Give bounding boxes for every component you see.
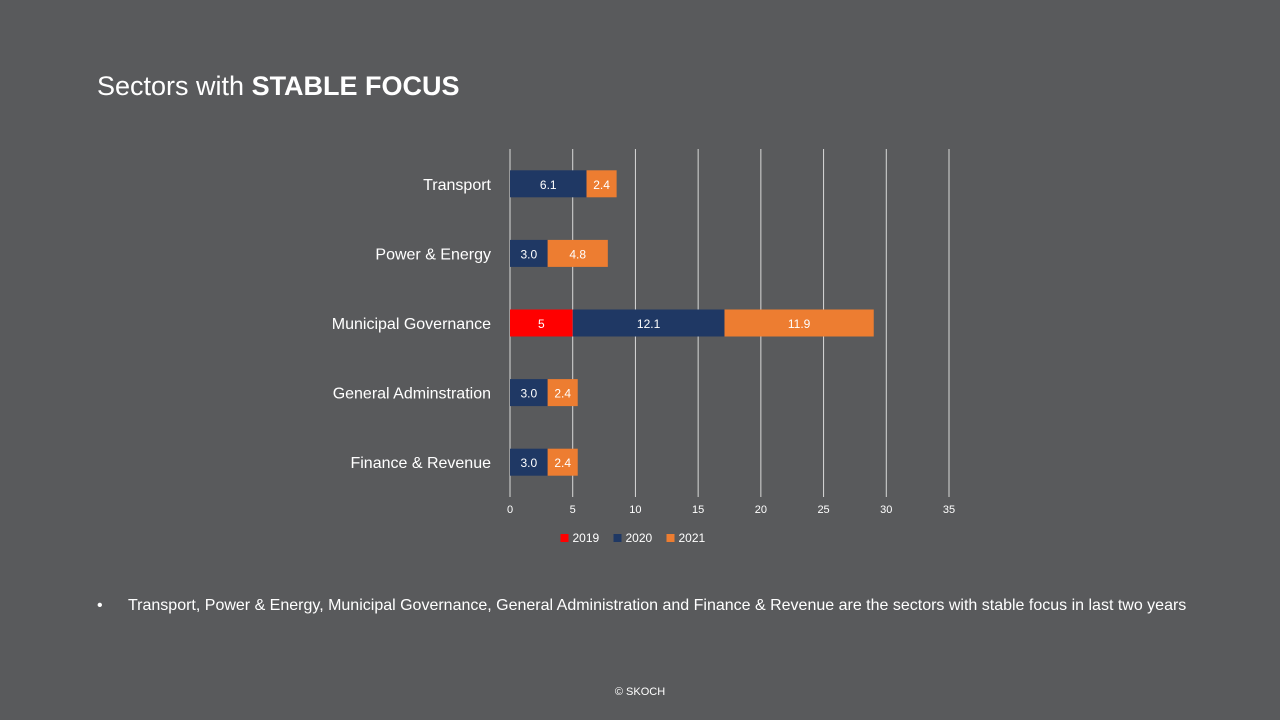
category-label: Municipal Governance — [332, 316, 491, 333]
bar-segment-2020 — [510, 170, 587, 198]
bar-segment-2020 — [510, 379, 548, 407]
chart-x-tick-labels: 0 5 10 15 20 25 30 35 — [507, 504, 955, 516]
x-tick-label: 30 — [880, 504, 892, 516]
category-label: Finance & Revenue — [350, 455, 491, 472]
legend-label: 2020 — [626, 531, 653, 545]
bullet-point: • Transport, Power & Energy, Municipal G… — [97, 589, 1187, 623]
bar-segment-2021 — [586, 170, 617, 198]
slide-title: Sectors with STABLE FOCUS — [97, 66, 460, 106]
legend-swatch-2019 — [560, 534, 569, 542]
bar-segment-2021 — [547, 239, 608, 267]
data-label: 3.0 — [520, 247, 537, 261]
title-normal: Sectors with — [97, 71, 252, 101]
category-label: Transport — [423, 177, 491, 194]
chart-bars: 6.1 2.4 3.0 4.8 5 12.1 11.9 3.0 2.4 3.0 2.4 — [510, 170, 874, 476]
data-label: 5 — [538, 317, 545, 331]
bar-segment-2020 — [572, 309, 725, 337]
bar-segment-2020 — [510, 239, 548, 267]
data-label: 3.0 — [520, 456, 537, 470]
legend-swatch-2021 — [666, 534, 675, 542]
legend-label: 2021 — [679, 531, 706, 545]
data-label: 6.1 — [540, 178, 557, 192]
x-tick-label: 5 — [570, 504, 576, 516]
chart-legend: 2019 2020 2021 — [560, 531, 706, 545]
bullet-symbol: • — [97, 597, 103, 614]
category-label: General Adminstration — [333, 386, 491, 403]
bar-segment-2020 — [510, 448, 548, 476]
data-label: 2.4 — [593, 178, 610, 192]
data-label: 2.4 — [554, 387, 571, 401]
title-bold: STABLE FOCUS — [251, 71, 460, 101]
data-label: 4.8 — [569, 247, 586, 261]
bar-segment-2019 — [510, 309, 573, 337]
chart-category-labels: Transport Power & Energy Municipal Governa… — [332, 177, 492, 472]
x-tick-label: 20 — [755, 504, 767, 516]
bar-segment-2021 — [547, 448, 578, 476]
x-tick-label: 0 — [507, 504, 513, 516]
x-tick-label: 35 — [943, 504, 955, 516]
bar-segment-2021 — [724, 309, 874, 337]
legend-swatch-2020 — [613, 534, 622, 542]
bullet-text: Transport, Power & Energy, Municipal Gov… — [128, 597, 1187, 614]
category-label: Power & Energy — [375, 246, 491, 263]
data-label: 11.9 — [788, 317, 811, 331]
bar-segment-2021 — [547, 379, 578, 407]
x-tick-label: 10 — [629, 504, 641, 516]
x-tick-label: 15 — [692, 504, 704, 516]
legend-label: 2019 — [573, 531, 600, 545]
data-label: 2.4 — [554, 456, 571, 470]
x-tick-label: 25 — [817, 504, 829, 516]
footer-copyright: © SKOCH — [614, 686, 666, 698]
data-label: 3.0 — [520, 387, 537, 401]
data-label: 12.1 — [637, 317, 661, 331]
